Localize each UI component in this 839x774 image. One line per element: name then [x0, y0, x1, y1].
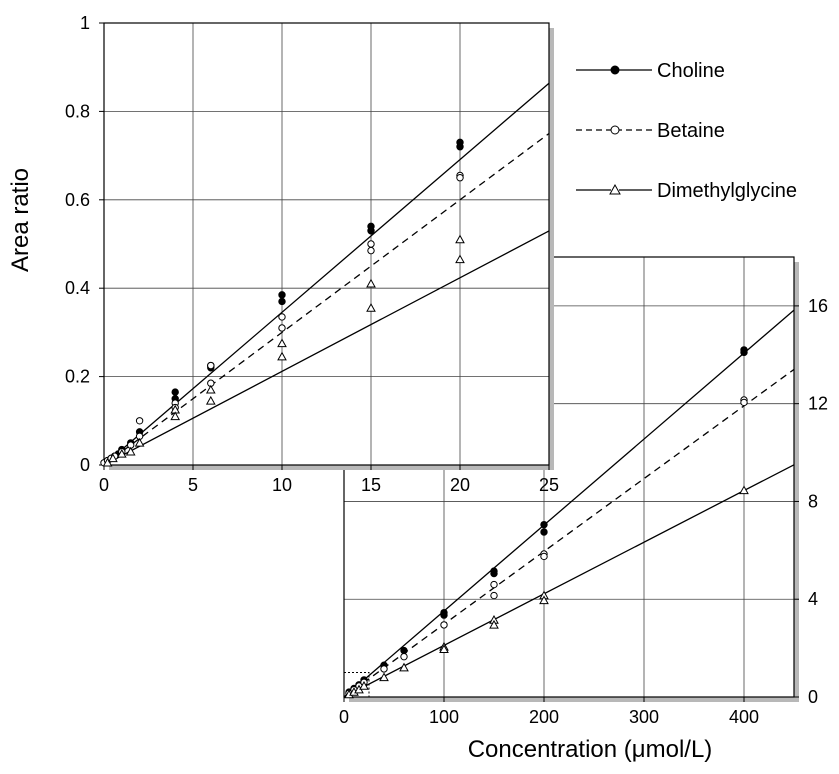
- legend-label-dimethylglycine: Dimethylglycine: [657, 180, 797, 202]
- inset-x-tick-label: 5: [188, 475, 198, 495]
- main-x-tick-label: 0: [339, 707, 349, 727]
- inset-point-betaine: [135, 417, 144, 425]
- main-point-dimethylglycine: [739, 485, 749, 495]
- main-fit-line-betaine: [343, 368, 795, 698]
- main-point-choline: [400, 646, 408, 655]
- inset-y-tick-label: 0.8: [65, 101, 90, 121]
- x-axis-label: Concentration (μmol/L): [468, 736, 713, 763]
- main-y-tick-label: 0: [808, 687, 818, 707]
- main-point-choline: [490, 569, 498, 578]
- inset-point-dimethylglycine: [277, 351, 287, 361]
- main-point-betaine: [740, 398, 748, 407]
- main-point-choline: [540, 520, 548, 529]
- legend-marker-choline: [610, 65, 620, 75]
- legend-marker-dimethylglycine: [609, 183, 621, 195]
- main-frame: [343, 256, 795, 698]
- inset-point-choline: [171, 388, 179, 396]
- inset-x-tick-label: 0: [99, 475, 109, 495]
- inset-point-dimethylglycine: [125, 446, 136, 456]
- legend: Choline Betaine Dimethylglycine: [576, 60, 797, 202]
- inset-point-dimethylglycine: [116, 448, 127, 458]
- legend-label-betaine: Betaine: [657, 120, 725, 142]
- inset-point-dimethylglycine: [366, 278, 376, 288]
- inset-point-dimethylglycine: [108, 453, 118, 463]
- legend-marker-betaine: [610, 125, 620, 135]
- main-point-choline: [740, 348, 748, 357]
- inset-point-betaine: [278, 324, 286, 332]
- inset-y-tick-label: 0.2: [65, 367, 90, 387]
- inset-point-betaine: [456, 174, 464, 182]
- inset-point-choline: [278, 291, 286, 299]
- main-point-dimethylglycine: [379, 672, 389, 682]
- inset-point-dimethylglycine: [205, 384, 216, 394]
- main-point-betaine: [380, 665, 388, 673]
- inset-point-dimethylglycine: [277, 338, 287, 348]
- main-point-dimethylglycine: [359, 680, 369, 690]
- inset-fit-line-dimethylglycine: [103, 230, 550, 466]
- main-point-dimethylglycine: [439, 644, 449, 654]
- main-x-tick-label: 400: [729, 707, 759, 727]
- inset-x-tick-label: 15: [361, 475, 381, 495]
- legend-label-choline: Choline: [657, 60, 725, 82]
- main-fit-line-choline: [343, 309, 795, 698]
- inset-point-dimethylglycine: [170, 411, 181, 421]
- inset-y-tick-label: 1: [80, 13, 90, 33]
- main-y-tick-label: 16: [808, 296, 828, 316]
- y-axis-label: Area ratio: [7, 168, 34, 272]
- main-point-betaine: [490, 591, 498, 600]
- main-x-tick-label: 200: [529, 707, 559, 727]
- inset-point-betaine: [367, 246, 375, 255]
- main-point-betaine: [440, 621, 448, 629]
- inset-point-betaine: [278, 313, 286, 321]
- main-y-tick-label: 12: [808, 394, 828, 414]
- main-point-choline: [540, 528, 548, 536]
- main-fit-line-dimethylglycine: [343, 464, 795, 698]
- main-point-betaine: [540, 552, 548, 561]
- main-point-dimethylglycine: [539, 595, 549, 605]
- main-x-tick-label: 100: [429, 707, 459, 727]
- main-point-dimethylglycine: [399, 662, 409, 672]
- inset-point-dimethylglycine: [102, 457, 113, 467]
- main-point-dimethylglycine: [489, 619, 499, 629]
- inset-point-betaine: [207, 361, 215, 370]
- inset-panel: 0 5 10 15 20 25 0 0.2 0.4 0.6 0.8 1: [65, 13, 559, 495]
- inset-point-choline: [367, 227, 375, 235]
- inset-point-choline: [278, 297, 286, 306]
- inset-point-dimethylglycine: [366, 303, 376, 312]
- main-x-tick-label: 300: [629, 707, 659, 727]
- inset-point-dimethylglycine: [205, 395, 216, 405]
- main-point-betaine: [490, 580, 498, 589]
- inset-y-tick-label: 0.6: [65, 190, 90, 210]
- main-y-tick-label: 8: [808, 491, 818, 511]
- main-point-choline: [440, 611, 448, 619]
- inset-point-betaine: [367, 240, 375, 248]
- main-y-tick-label: 4: [808, 589, 818, 609]
- inset-y-tick-label: 0.4: [65, 278, 90, 298]
- inset-frame: [103, 22, 550, 466]
- inset-x-tick-label: 10: [272, 475, 292, 495]
- inset-fit-line-betaine: [103, 132, 550, 466]
- inset-x-tick-label: 25: [539, 475, 559, 495]
- inset-point-choline: [456, 143, 464, 151]
- inset-y-tick-label: 0: [80, 455, 90, 475]
- inset-point-dimethylglycine: [455, 234, 465, 244]
- inset-point-dimethylglycine: [455, 254, 465, 264]
- inset-plot-area: [104, 23, 549, 465]
- main-point-betaine: [400, 652, 408, 661]
- inset-point-dimethylglycine: [134, 437, 145, 447]
- inset-x-tick-label: 20: [450, 475, 470, 495]
